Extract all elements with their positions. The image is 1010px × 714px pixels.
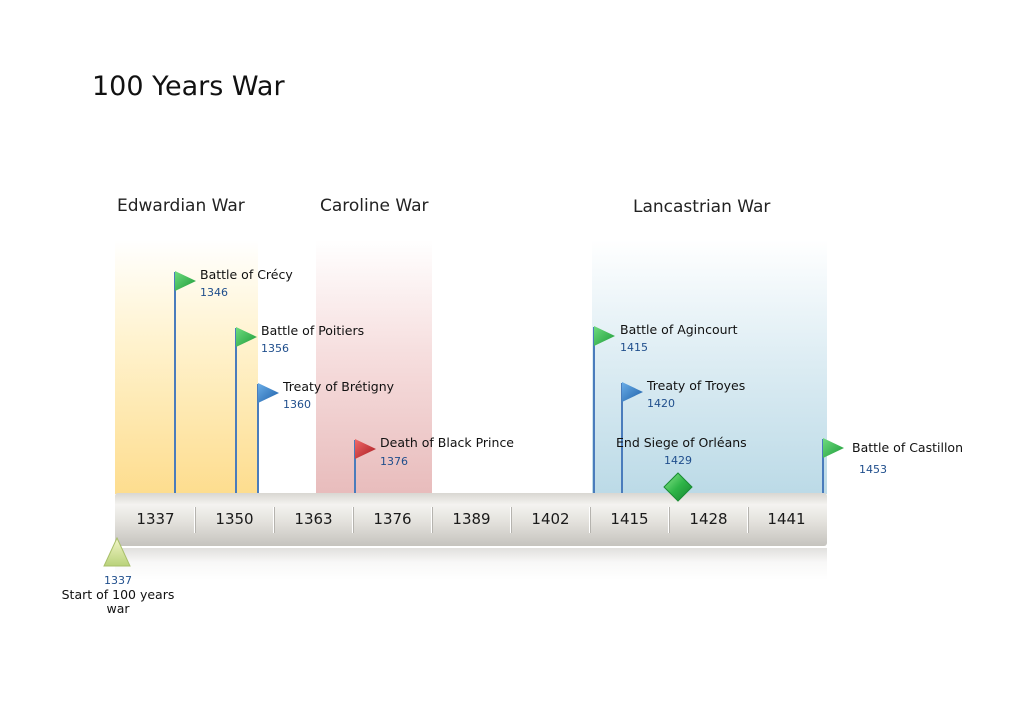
era-band-lancastrian — [592, 240, 827, 494]
green-flag-icon — [236, 327, 257, 347]
axis-tick-label: 1441 — [767, 510, 806, 528]
axis-tick-separator — [747, 507, 748, 533]
axis-tick-separator — [273, 507, 274, 533]
start-milestone-year: 1337 — [104, 574, 132, 587]
event-title-castillon: Battle of Castillon — [852, 440, 963, 455]
axis-tick-separator — [589, 507, 590, 533]
axis-tick-label: 1389 — [452, 510, 491, 528]
blue-flag-icon — [622, 382, 643, 402]
event-title-bretigny: Treaty of Brétigny — [283, 379, 395, 394]
event-year-bretigny: 1360 — [283, 398, 311, 411]
axis-tick-label: 1350 — [215, 510, 254, 528]
blue-flag-icon — [258, 383, 279, 403]
event-line-agincourt — [593, 327, 595, 493]
event-line-bretigny — [257, 384, 259, 493]
axis-tick-label: 1376 — [373, 510, 412, 528]
axis-tick-label: 1402 — [531, 510, 570, 528]
green-flag-icon — [175, 271, 196, 291]
event-line-crecy — [174, 272, 176, 493]
event-year-castillon: 1453 — [859, 463, 887, 476]
axis-tick-separator — [352, 507, 353, 533]
event-year-poitiers: 1356 — [261, 342, 289, 355]
event-line-poitiers — [235, 328, 237, 493]
event-title-crecy: Battle of Crécy — [200, 267, 293, 282]
red-flag-icon — [355, 439, 376, 459]
start-milestone-description: Start of 100 years war — [61, 587, 175, 616]
event-year-agincourt: 1415 — [620, 341, 648, 354]
timeline-axis: 1337 1350 1363 1376 1389 1402 1415 1428 … — [115, 493, 827, 546]
triangle-milestone-icon — [103, 537, 131, 567]
event-year-black-prince: 1376 — [380, 455, 408, 468]
event-year-troyes: 1420 — [647, 397, 675, 410]
page-title: 100 Years War — [92, 71, 285, 102]
green-flag-icon — [594, 326, 615, 346]
axis-tick-label: 1415 — [610, 510, 649, 528]
timeline-axis-reflection — [115, 548, 827, 580]
era-label-edwardian: Edwardian War — [117, 196, 245, 216]
event-line-castillon — [822, 439, 824, 493]
axis-tick-separator — [194, 507, 195, 533]
era-label-caroline: Caroline War — [320, 196, 429, 216]
event-year-orleans: 1429 — [664, 454, 692, 467]
axis-tick-label: 1337 — [136, 510, 175, 528]
event-line-troyes — [621, 383, 623, 493]
event-title-orleans: End Siege of Orléans — [616, 435, 747, 450]
axis-tick-separator — [668, 507, 669, 533]
event-line-black-prince — [354, 440, 356, 493]
axis-tick-separator — [510, 507, 511, 533]
axis-tick-label: 1428 — [689, 510, 728, 528]
event-title-troyes: Treaty of Troyes — [647, 378, 746, 393]
green-flag-icon — [823, 438, 844, 458]
event-title-agincourt: Battle of Agincourt — [620, 322, 738, 337]
era-band-caroline — [316, 240, 432, 494]
event-title-black-prince: Death of Black Prince — [380, 435, 515, 450]
era-label-lancastrian: Lancastrian War — [633, 197, 771, 217]
axis-tick-separator — [431, 507, 432, 533]
event-year-crecy: 1346 — [200, 286, 228, 299]
event-title-poitiers: Battle of Poitiers — [261, 323, 365, 338]
green-diamond-icon — [663, 472, 693, 502]
axis-tick-label: 1363 — [294, 510, 333, 528]
